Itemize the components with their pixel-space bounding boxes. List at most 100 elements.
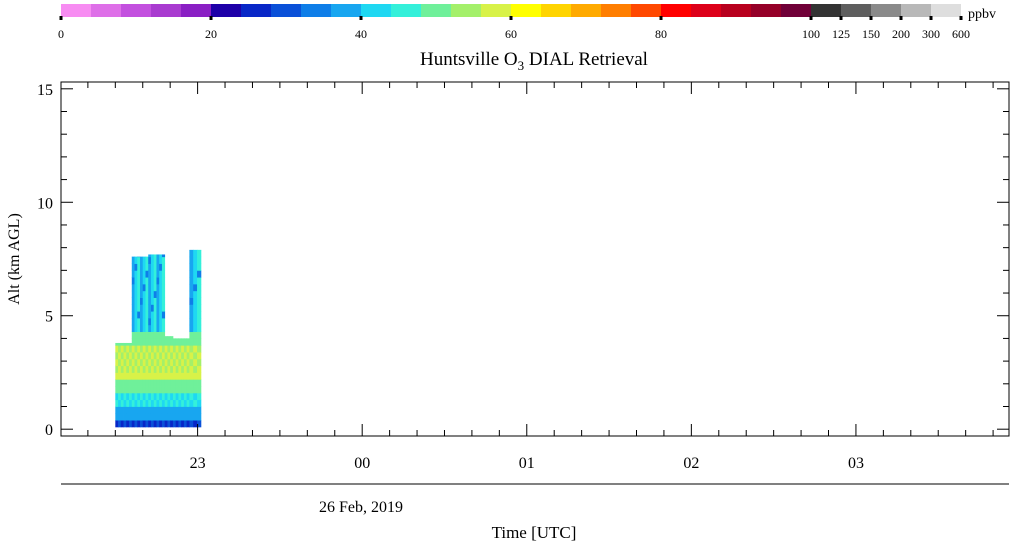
heatmap-cell [181, 420, 185, 428]
heatmap-cell [178, 406, 182, 414]
colorbar-swatch [871, 4, 901, 17]
heatmap-cell [123, 372, 127, 380]
heatmap-cell [197, 338, 202, 346]
heatmap-cell [167, 413, 171, 421]
heatmap-cell [178, 365, 182, 373]
heatmap-cell [131, 365, 135, 373]
heatmap-cell [140, 358, 144, 367]
heatmap-cell [159, 283, 163, 292]
heatmap-cell [193, 365, 198, 373]
heatmap-cell [164, 358, 168, 367]
heatmap-cell [148, 338, 152, 346]
colorbar-tick-label: 600 [952, 27, 970, 41]
heatmap-cell [129, 352, 133, 360]
colorbar-swatch [931, 4, 961, 17]
heatmap-cell [142, 331, 146, 339]
heatmap-cell [129, 413, 133, 421]
heatmap-cell [126, 352, 130, 360]
heatmap-cell [183, 345, 188, 353]
heatmap-cell [118, 392, 122, 401]
x-axis-label: Time [UTC] [492, 523, 577, 542]
heatmap-cell [137, 379, 141, 387]
heatmap-cell [189, 379, 194, 387]
heatmap-cell [148, 386, 152, 394]
heatmap-cell [189, 304, 194, 312]
heatmap-cell [183, 338, 188, 346]
heatmap-cell [197, 256, 202, 264]
heatmap-cell [197, 420, 202, 428]
heatmap-cell [161, 290, 166, 298]
heatmap-cell [120, 392, 124, 401]
heatmap-cell [145, 386, 149, 394]
heatmap-cell [140, 365, 144, 373]
heatmap-cell [189, 311, 194, 319]
heatmap-cell [142, 379, 146, 387]
heatmap-cell [161, 324, 166, 333]
heatmap-cell [148, 413, 152, 421]
heatmap-cell [161, 420, 166, 428]
heatmap-cell [156, 331, 160, 339]
heatmap-cell [156, 338, 160, 346]
heatmap-cell [164, 379, 168, 387]
heatmap-cell [142, 311, 146, 319]
colorbar-tick-mark [869, 16, 873, 20]
heatmap-cell [142, 297, 146, 305]
heatmap-cell [123, 406, 127, 414]
heatmap-cell [164, 406, 168, 414]
heatmap-cell [142, 277, 146, 285]
colorbar-swatch [511, 4, 541, 17]
heatmap-cell [148, 372, 152, 380]
heatmap-cell [115, 406, 119, 414]
heatmap-cell [137, 392, 141, 401]
heatmap-cell [115, 358, 119, 367]
heatmap-cell [159, 338, 163, 346]
heatmap-cell [159, 324, 163, 333]
heatmap-cell [156, 270, 160, 278]
colorbar-swatch [151, 4, 181, 17]
heatmap-cell [161, 304, 166, 312]
heatmap-cell [137, 304, 141, 312]
heatmap-cell [134, 256, 138, 264]
heatmap-cell [131, 263, 135, 271]
heatmap-cell [167, 399, 171, 407]
heatmap-cell [156, 297, 160, 305]
heatmap-cell [145, 270, 149, 278]
heatmap-cell [120, 386, 124, 394]
heatmap-cell [134, 283, 138, 292]
heatmap-cell [123, 399, 127, 407]
heatmap-cell [115, 399, 119, 407]
heatmap-cell [118, 406, 122, 414]
heatmap-cell [153, 263, 157, 271]
heatmap-cell [156, 318, 160, 326]
heatmap-cell [193, 277, 198, 285]
heatmap-cell [193, 358, 198, 367]
heatmap-cell [142, 365, 146, 373]
heatmap-cell [172, 386, 177, 394]
colorbar-tick-mark [659, 16, 663, 20]
colorbar-swatch [811, 4, 841, 17]
heatmap-cell [131, 392, 135, 401]
heatmap-cell [115, 386, 119, 394]
heatmap-cell [159, 386, 163, 394]
heatmap-cell [145, 311, 149, 319]
heatmap-cell [172, 392, 177, 401]
heatmap-cell [148, 324, 152, 333]
heatmap-cell [156, 304, 160, 312]
heatmap-cell [189, 256, 194, 264]
heatmap-cell [193, 338, 198, 346]
heatmap-cell [140, 420, 144, 428]
colorbar-tick-mark [959, 16, 963, 20]
heatmap-cell [115, 342, 119, 346]
heatmap-cell [175, 406, 179, 414]
colorbar-swatch [271, 4, 301, 17]
heatmap-cell [142, 256, 146, 264]
colorbar-tick-mark [809, 16, 813, 20]
heatmap-cell [156, 420, 160, 428]
heatmap-cell [150, 254, 155, 258]
heatmap-cell [189, 372, 194, 380]
heatmap-cell [120, 406, 124, 414]
heatmap-cell [120, 399, 124, 407]
heatmap-cell [129, 420, 133, 428]
heatmap-cell [197, 345, 202, 353]
heatmap-cell [167, 338, 171, 346]
